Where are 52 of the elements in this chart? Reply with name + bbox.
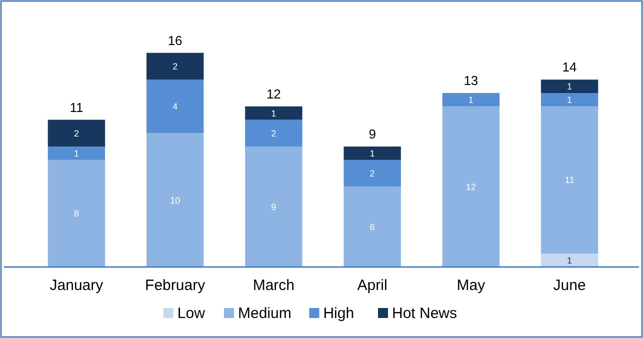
- x-tick-label: April: [357, 277, 388, 294]
- bar: [344, 186, 401, 267]
- total-label: 9: [368, 126, 376, 142]
- x-tick-label: February: [145, 277, 206, 294]
- legend-label: Hot News: [392, 305, 458, 322]
- total-label: 14: [562, 60, 577, 75]
- legend-label: Medium: [238, 305, 292, 322]
- x-tick-label: May: [456, 277, 486, 294]
- total-label: 12: [266, 86, 281, 102]
- data-label: 1: [468, 94, 474, 105]
- total-label: 11: [70, 100, 84, 115]
- bar: [146, 133, 204, 267]
- data-label: 12: [466, 182, 476, 192]
- data-label: 6: [370, 222, 375, 232]
- x-tick-label: January: [50, 277, 104, 294]
- data-label: 11: [564, 175, 574, 186]
- total-label: 16: [168, 32, 182, 48]
- bar: [442, 106, 500, 267]
- data-label: 2: [370, 168, 375, 179]
- legend-label: High: [323, 305, 354, 322]
- total-label: 13: [464, 73, 478, 88]
- bar: [245, 146, 302, 267]
- data-label: 10: [170, 195, 180, 206]
- bar: [245, 106, 302, 120]
- bar: [540, 106, 598, 254]
- bar: [442, 93, 500, 106]
- x-tick-label: June: [553, 277, 586, 294]
- data-label: 2: [172, 61, 178, 72]
- data-label: 8: [74, 208, 79, 219]
- data-label: 1: [74, 148, 79, 158]
- bar: [146, 80, 204, 134]
- bar: [48, 146, 106, 160]
- data-label: 1: [567, 256, 572, 266]
- data-label: 2: [74, 128, 79, 138]
- data-label: 4: [172, 102, 178, 112]
- data-label: 9: [271, 202, 276, 212]
- bar: [245, 120, 302, 147]
- bar: [344, 160, 401, 187]
- bar: [48, 160, 106, 267]
- x-tick-label: March: [252, 277, 295, 294]
- data-label: 1: [567, 94, 572, 105]
- bar: [540, 93, 598, 106]
- bar: [344, 146, 401, 160]
- bar: [540, 254, 598, 267]
- data-label: 2: [271, 128, 276, 138]
- bar: [48, 120, 106, 147]
- data-label: 1: [271, 108, 276, 118]
- bar: [540, 80, 598, 93]
- legend-label: Low: [177, 305, 206, 322]
- data-label: 1: [370, 148, 375, 158]
- data-label: 1: [567, 82, 572, 92]
- bar: [146, 52, 204, 80]
